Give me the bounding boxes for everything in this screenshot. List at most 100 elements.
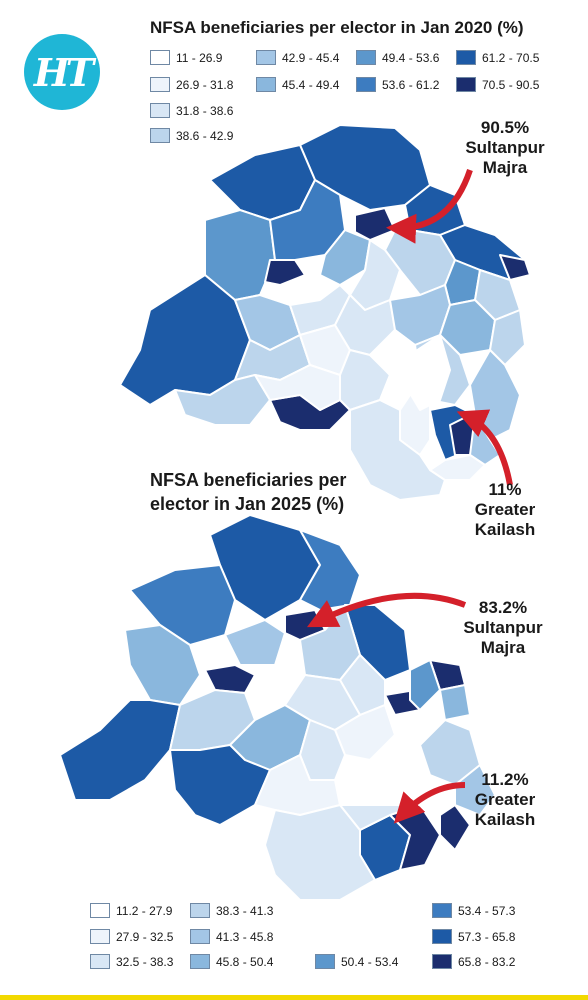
annotation-label-line2: Kailash xyxy=(474,810,536,829)
annotation-greater-kailash-2025: 11.2% Greater Kailash xyxy=(455,770,555,830)
constituency-regions xyxy=(59,514,496,901)
legend-2025-item: 57.3 - 65.8 xyxy=(432,929,515,944)
legend-label: 42.9 - 45.4 xyxy=(282,50,340,65)
legend-swatch xyxy=(256,50,276,65)
legend-swatch xyxy=(456,50,476,65)
legend-label: 49.4 - 53.6 xyxy=(382,50,440,65)
legend-2025-item: 38.3 - 41.3 xyxy=(190,903,273,918)
legend-label: 38.3 - 41.3 xyxy=(216,903,274,918)
legend-label: 27.9 - 32.5 xyxy=(116,929,174,944)
annotation-sultanpur-majra-2025: 83.2% Sultanpur Majra xyxy=(448,598,558,658)
constituency-region xyxy=(369,734,431,806)
legend-swatch xyxy=(432,929,452,944)
legend-2020-item: 42.9 - 45.4 xyxy=(256,50,339,65)
annotation-label-line1: Sultanpur xyxy=(463,618,543,637)
map-2025-title: NFSA beneficiaries per elector in Jan 20… xyxy=(150,468,380,516)
legend-swatch xyxy=(150,77,170,92)
annotation-label-line1: Greater xyxy=(474,500,536,519)
map-2020-title: NFSA beneficiaries per elector in Jan 20… xyxy=(150,18,524,37)
legend-label: 65.8 - 83.2 xyxy=(458,954,516,969)
constituency-region xyxy=(409,659,441,711)
annotation-value: 90.5% xyxy=(480,118,530,137)
legend-2020-item: 38.6 - 42.9 xyxy=(150,128,233,143)
annotation-value: 11% xyxy=(488,480,522,499)
legend-2020-item: 45.4 - 49.4 xyxy=(256,77,339,92)
legend-2025-item: 65.8 - 83.2 xyxy=(432,954,515,969)
map-2025-title-line1: NFSA beneficiaries per xyxy=(150,470,347,490)
annotation-sultanpur-majra-2020: 90.5% Sultanpur Majra xyxy=(450,118,560,178)
constituency-region xyxy=(264,804,376,901)
map-2025 xyxy=(59,514,496,901)
arrow-sultanpur-majra xyxy=(386,169,473,244)
legend-swatch xyxy=(150,103,170,118)
legend-swatch xyxy=(150,128,170,143)
legend-label: 31.8 - 38.6 xyxy=(176,103,234,118)
annotation-label-line1: Greater xyxy=(474,790,536,809)
legend-2025-item: 32.5 - 38.3 xyxy=(90,954,173,969)
legend-label: 53.4 - 57.3 xyxy=(458,903,516,918)
ht-logo: HT xyxy=(24,34,100,110)
legend-2025-item: 53.4 - 57.3 xyxy=(432,903,515,918)
legend-swatch xyxy=(90,903,110,918)
legend-2020-item: 31.8 - 38.6 xyxy=(150,103,233,118)
logo-text: HT xyxy=(33,49,94,95)
legend-swatch xyxy=(315,954,335,969)
legend-2020-item: 61.2 - 70.5 xyxy=(456,50,539,65)
legend-label: 41.3 - 45.8 xyxy=(216,929,274,944)
constituency-region xyxy=(264,259,306,286)
annotation-greater-kailash-2020: 11% Greater Kailash xyxy=(455,480,555,540)
legend-label: 26.9 - 31.8 xyxy=(176,77,234,92)
legend-swatch xyxy=(356,50,376,65)
constituency-region xyxy=(439,804,471,851)
legend-swatch xyxy=(190,929,210,944)
legend-swatch xyxy=(90,954,110,969)
legend-label: 32.5 - 38.3 xyxy=(116,954,174,969)
annotation-label-line2: Kailash xyxy=(474,520,536,539)
legend-swatch xyxy=(150,50,170,65)
constituency-region xyxy=(124,624,201,706)
legend-swatch xyxy=(432,903,452,918)
constituency-region xyxy=(204,664,256,694)
map-2025-title-line2: elector in Jan 2025 (%) xyxy=(150,494,345,514)
legend-2025-item: 41.3 - 45.8 xyxy=(190,929,273,944)
legend-2025-item: 11.2 - 27.9 xyxy=(90,903,172,918)
constituency-region xyxy=(224,619,286,666)
annotation-label-line2: Majra xyxy=(482,158,528,177)
legend-label: 45.8 - 50.4 xyxy=(216,954,274,969)
annotation-label-line2: Majra xyxy=(480,638,526,657)
constituency-region xyxy=(454,764,496,816)
legend-label: 53.6 - 61.2 xyxy=(382,77,440,92)
arrow-sultanpur-majra xyxy=(306,592,467,628)
legend-2020-item: 49.4 - 53.6 xyxy=(356,50,439,65)
legend-swatch xyxy=(356,77,376,92)
legend-label: 50.4 - 53.4 xyxy=(341,954,399,969)
legend-2020-item: 53.6 - 61.2 xyxy=(356,77,439,92)
constituency-region xyxy=(209,144,316,221)
legend-2020-item: 11 - 26.9 xyxy=(150,50,222,65)
arrow-greater-kailash xyxy=(456,409,513,486)
legend-swatch xyxy=(456,77,476,92)
accent-bar xyxy=(0,995,588,1000)
legend-label: 70.5 - 90.5 xyxy=(482,77,540,92)
legend-2025-item: 27.9 - 32.5 xyxy=(90,929,173,944)
legend-label: 11 - 26.9 xyxy=(176,50,223,65)
legend-swatch xyxy=(256,77,276,92)
annotation-value: 83.2% xyxy=(478,598,528,617)
legend-2025-item: 50.4 - 53.4 xyxy=(315,954,398,969)
legend-label: 38.6 - 42.9 xyxy=(176,128,234,143)
legend-swatch xyxy=(432,954,452,969)
legend-2020-item: 70.5 - 90.5 xyxy=(456,77,539,92)
constituency-region xyxy=(439,684,471,721)
legend-label: 57.3 - 65.8 xyxy=(458,929,516,944)
constituency-region xyxy=(499,254,531,281)
legend-label: 45.4 - 49.4 xyxy=(282,77,340,92)
legend-2025-item: 45.8 - 50.4 xyxy=(190,954,273,969)
constituency-region xyxy=(489,309,526,366)
legend-swatch xyxy=(190,903,210,918)
legend-label: 11.2 - 27.9 xyxy=(116,903,173,918)
legend-label: 61.2 - 70.5 xyxy=(482,50,540,65)
constituency-region xyxy=(404,334,451,411)
arrow-greater-kailash xyxy=(393,782,466,824)
legend-2020-item: 26.9 - 31.8 xyxy=(150,77,233,92)
legend-swatch xyxy=(90,929,110,944)
